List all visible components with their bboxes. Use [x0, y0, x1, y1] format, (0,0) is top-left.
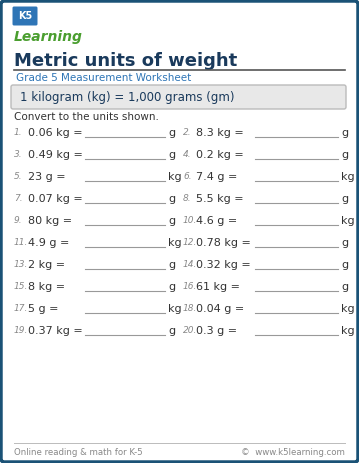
Text: 19.: 19. [14, 326, 28, 335]
Text: 18.: 18. [183, 304, 197, 313]
Text: 7.: 7. [14, 194, 23, 203]
Text: kg: kg [341, 172, 355, 182]
Text: K5: K5 [18, 11, 32, 21]
Text: 5.5 kg =: 5.5 kg = [196, 194, 244, 204]
Text: Convert to the units shown.: Convert to the units shown. [14, 112, 159, 122]
Text: 0.49 kg =: 0.49 kg = [28, 150, 83, 160]
Text: kg: kg [341, 304, 355, 314]
Text: g: g [168, 282, 175, 292]
Text: 0.78 kg =: 0.78 kg = [196, 238, 251, 248]
Text: kg: kg [168, 172, 182, 182]
FancyBboxPatch shape [11, 85, 346, 109]
Text: Learning: Learning [14, 30, 83, 44]
Text: g: g [168, 150, 175, 160]
Text: 4.9 g =: 4.9 g = [28, 238, 69, 248]
Text: g: g [341, 282, 348, 292]
Text: 15.: 15. [14, 282, 28, 291]
Text: 0.32 kg =: 0.32 kg = [196, 260, 251, 270]
Text: g: g [168, 260, 175, 270]
Text: g: g [341, 194, 348, 204]
Text: 3.: 3. [14, 150, 23, 159]
Text: 4.: 4. [183, 150, 192, 159]
Text: 61 kg =: 61 kg = [196, 282, 240, 292]
Text: 0.06 kg =: 0.06 kg = [28, 128, 83, 138]
Text: 23 g =: 23 g = [28, 172, 66, 182]
Text: 20.: 20. [183, 326, 197, 335]
Text: 2 kg =: 2 kg = [28, 260, 65, 270]
Text: 80 kg =: 80 kg = [28, 216, 72, 226]
Text: g: g [168, 128, 175, 138]
Text: 8 kg =: 8 kg = [28, 282, 65, 292]
FancyBboxPatch shape [13, 6, 37, 25]
Text: 0.07 kg =: 0.07 kg = [28, 194, 83, 204]
Text: 0.04 g =: 0.04 g = [196, 304, 244, 314]
Text: Grade 5 Measurement Worksheet: Grade 5 Measurement Worksheet [16, 73, 191, 83]
Text: 11.: 11. [14, 238, 28, 247]
Text: 5.: 5. [14, 172, 23, 181]
Text: kg: kg [341, 216, 355, 226]
Text: kg: kg [168, 238, 182, 248]
Text: 4.6 g =: 4.6 g = [196, 216, 237, 226]
Text: Online reading & math for K-5: Online reading & math for K-5 [14, 448, 143, 457]
Text: g: g [341, 150, 348, 160]
Text: 6.: 6. [183, 172, 192, 181]
Text: 17.: 17. [14, 304, 28, 313]
Text: 12.: 12. [183, 238, 197, 247]
Text: 0.3 g =: 0.3 g = [196, 326, 237, 336]
Text: g: g [168, 194, 175, 204]
Text: 9.: 9. [14, 216, 23, 225]
Text: 13.: 13. [14, 260, 28, 269]
Text: 1 kilogram (kg) = 1,000 grams (gm): 1 kilogram (kg) = 1,000 grams (gm) [20, 90, 234, 104]
Text: 0.37 kg =: 0.37 kg = [28, 326, 83, 336]
Text: g: g [168, 216, 175, 226]
Text: kg: kg [341, 326, 355, 336]
Text: 16.: 16. [183, 282, 197, 291]
Text: 8.3 kg =: 8.3 kg = [196, 128, 244, 138]
Text: g: g [341, 260, 348, 270]
Text: kg: kg [168, 304, 182, 314]
Text: g: g [341, 238, 348, 248]
Text: 14.: 14. [183, 260, 197, 269]
Text: 10.: 10. [183, 216, 197, 225]
Text: 0.2 kg =: 0.2 kg = [196, 150, 244, 160]
Text: 5 g =: 5 g = [28, 304, 59, 314]
Text: 8.: 8. [183, 194, 192, 203]
Text: 2.: 2. [183, 128, 192, 137]
Text: g: g [341, 128, 348, 138]
Text: g: g [168, 326, 175, 336]
Text: Metric units of weight: Metric units of weight [14, 52, 237, 70]
Text: 1.: 1. [14, 128, 23, 137]
Text: 7.4 g =: 7.4 g = [196, 172, 237, 182]
Text: ©  www.k5learning.com: © www.k5learning.com [241, 448, 345, 457]
